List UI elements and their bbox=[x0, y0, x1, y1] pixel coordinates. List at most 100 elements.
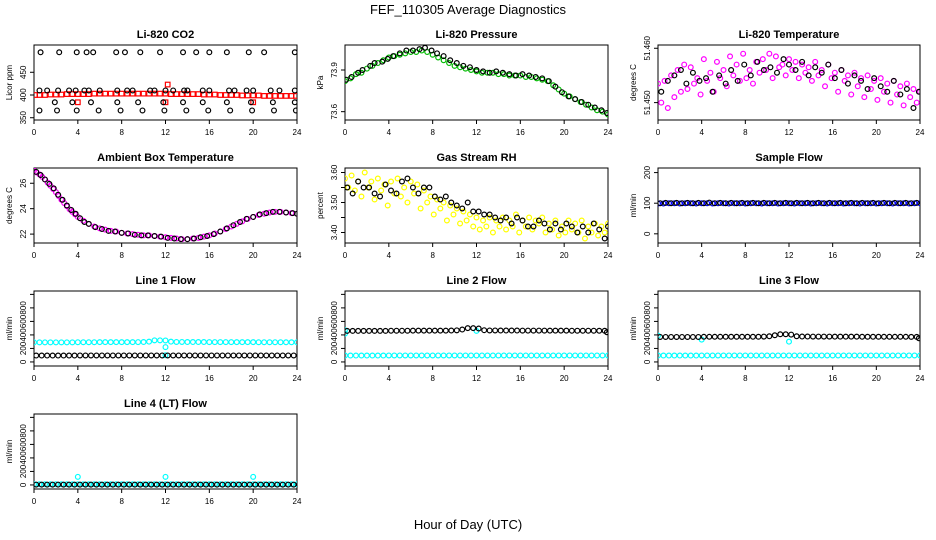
data-point bbox=[890, 77, 897, 84]
data-point bbox=[744, 200, 751, 207]
data-point bbox=[720, 352, 727, 359]
data-point bbox=[358, 352, 365, 359]
data-point bbox=[44, 481, 51, 488]
data-point bbox=[246, 481, 253, 488]
data-point bbox=[844, 72, 851, 79]
data-point bbox=[407, 178, 414, 185]
data-point bbox=[900, 102, 907, 109]
data-point bbox=[514, 327, 521, 334]
data-point bbox=[568, 223, 575, 230]
data-point bbox=[544, 352, 551, 359]
data-point bbox=[197, 352, 204, 359]
data-point bbox=[36, 481, 43, 488]
data-layer bbox=[345, 45, 608, 118]
y-tick-label: 800 bbox=[643, 301, 652, 315]
data-point bbox=[489, 229, 496, 236]
data-point bbox=[550, 352, 557, 359]
data-point bbox=[393, 327, 400, 334]
data-point bbox=[552, 327, 559, 334]
data-point bbox=[80, 339, 87, 346]
y-tick-label: 0 bbox=[643, 359, 652, 364]
data-layer bbox=[658, 331, 920, 359]
plot-frame bbox=[657, 290, 921, 367]
x-tick-label: 20 bbox=[872, 251, 881, 260]
data-point bbox=[291, 87, 297, 94]
data-point bbox=[77, 352, 84, 359]
data-point bbox=[877, 83, 884, 90]
y-tick-label: 600 bbox=[19, 437, 28, 451]
data-point bbox=[875, 200, 882, 207]
y-tick-label: 51.460 bbox=[643, 35, 652, 60]
data-point bbox=[767, 64, 774, 71]
data-point bbox=[804, 333, 811, 340]
x-tick-label: 20 bbox=[249, 251, 258, 260]
chart-title: Gas Stream RH bbox=[436, 152, 516, 164]
data-point bbox=[204, 233, 211, 240]
data-point bbox=[404, 199, 411, 206]
data-point bbox=[796, 352, 803, 359]
data-point bbox=[203, 481, 210, 488]
data-point bbox=[682, 352, 689, 359]
data-point bbox=[468, 352, 475, 359]
data-point bbox=[208, 481, 215, 488]
data-point bbox=[219, 481, 226, 488]
data-point bbox=[355, 178, 362, 185]
data-point bbox=[428, 47, 435, 54]
data-point bbox=[252, 481, 259, 488]
data-point bbox=[440, 352, 447, 359]
data-point bbox=[277, 93, 284, 99]
data-point bbox=[38, 481, 45, 488]
y-tick-label: 26 bbox=[19, 178, 28, 187]
data-point bbox=[124, 339, 131, 346]
data-point bbox=[74, 481, 81, 488]
data-point bbox=[206, 339, 213, 346]
data-point bbox=[250, 92, 257, 99]
data-point bbox=[77, 215, 84, 222]
data-point bbox=[760, 66, 767, 73]
data-point bbox=[360, 184, 367, 191]
data-point bbox=[846, 352, 853, 359]
data-point bbox=[552, 217, 559, 224]
data-point bbox=[759, 56, 766, 63]
y-tick-label: 100 bbox=[643, 196, 652, 210]
data-point bbox=[349, 190, 356, 197]
data-point bbox=[908, 333, 915, 340]
data-point bbox=[563, 327, 570, 334]
data-point bbox=[56, 49, 63, 56]
data-point bbox=[429, 352, 436, 359]
data-point bbox=[162, 87, 169, 94]
data-point bbox=[226, 87, 233, 94]
data-point bbox=[700, 56, 707, 63]
data-point bbox=[870, 199, 877, 206]
data-point bbox=[704, 352, 711, 359]
x-tick-label: 8 bbox=[430, 128, 435, 137]
data-point bbox=[577, 352, 584, 359]
data-point bbox=[91, 339, 98, 346]
data-point bbox=[210, 231, 217, 238]
data-point bbox=[497, 327, 504, 334]
data-point bbox=[424, 352, 431, 359]
data-point bbox=[478, 69, 485, 76]
x-tick-label: 8 bbox=[119, 497, 124, 506]
data-point bbox=[214, 352, 221, 359]
data-point bbox=[713, 58, 720, 65]
data-point bbox=[440, 57, 447, 64]
data-point bbox=[197, 481, 204, 488]
data-point bbox=[700, 200, 707, 207]
data-point bbox=[664, 77, 671, 84]
data-point bbox=[446, 60, 453, 67]
data-point bbox=[822, 83, 829, 90]
data-point bbox=[779, 61, 786, 68]
data-point bbox=[760, 199, 767, 206]
data-point bbox=[677, 66, 684, 73]
data-point bbox=[489, 69, 496, 76]
data-point bbox=[867, 200, 874, 207]
data-point bbox=[388, 187, 395, 194]
data-point bbox=[173, 481, 180, 488]
data-point bbox=[532, 217, 539, 224]
data-point bbox=[468, 66, 475, 73]
data-point bbox=[401, 184, 408, 191]
data-point bbox=[804, 199, 811, 206]
data-point bbox=[34, 168, 40, 175]
page-title: FEF_110305 Average Diagnostics bbox=[369, 2, 567, 17]
